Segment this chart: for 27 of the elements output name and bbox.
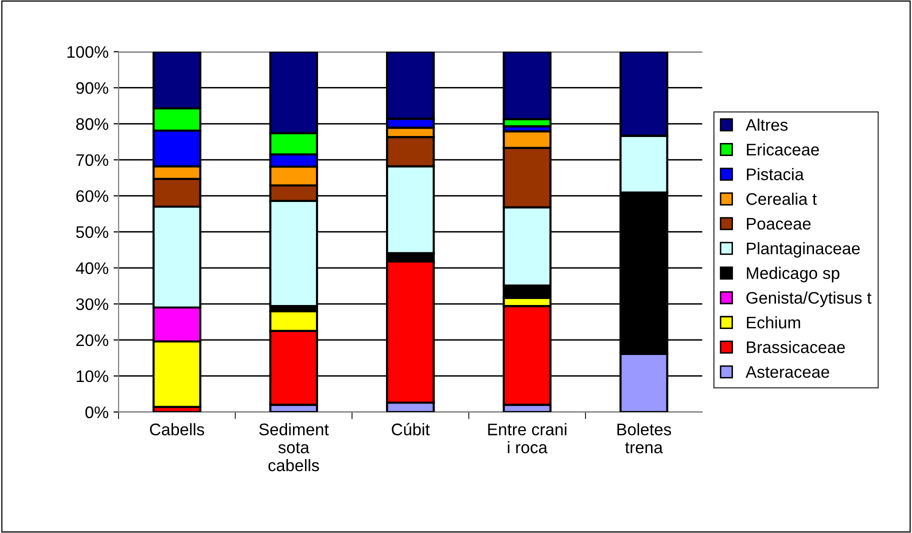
legend-label: Medicago sp bbox=[746, 266, 840, 282]
legend-label: Ericaceae bbox=[746, 143, 819, 156]
x-tick-label: Sediment sota cabells bbox=[259, 423, 329, 472]
y-tick-label: 0% bbox=[85, 406, 108, 418]
y-tick-label: 10% bbox=[76, 370, 108, 382]
legend-label: Echium bbox=[746, 316, 800, 328]
x-tick-label: Entre crani i roca bbox=[488, 423, 566, 454]
x-tick-label: Cabells bbox=[150, 423, 204, 436]
legend-label: Cerealia t bbox=[746, 192, 817, 205]
legend-label: Plantaginaceae bbox=[746, 242, 860, 258]
y-tick-label: 80% bbox=[76, 118, 108, 130]
legend-label: Brassicaceae bbox=[746, 340, 845, 354]
legend-label: Poaceae bbox=[746, 218, 811, 230]
y-tick-label: 30% bbox=[76, 298, 108, 310]
y-tick-label: 50% bbox=[76, 226, 108, 238]
y-tick-label: 100% bbox=[67, 46, 108, 58]
y-tick-label: 90% bbox=[76, 82, 108, 94]
legend-label: Pistacia bbox=[746, 168, 804, 180]
x-tick-label: Cúbit bbox=[392, 422, 430, 436]
y-tick-label: 70% bbox=[76, 154, 108, 166]
legend-label: Altres bbox=[746, 118, 788, 131]
y-tick-label: 20% bbox=[76, 334, 108, 346]
y-tick-label: 60% bbox=[76, 190, 108, 202]
legend-label: Asteraceae bbox=[746, 366, 830, 378]
x-tick-label: Boletes trena bbox=[617, 423, 672, 454]
y-tick-label: 40% bbox=[76, 262, 108, 274]
legend-label: Genista/Cytisus t bbox=[746, 292, 872, 308]
